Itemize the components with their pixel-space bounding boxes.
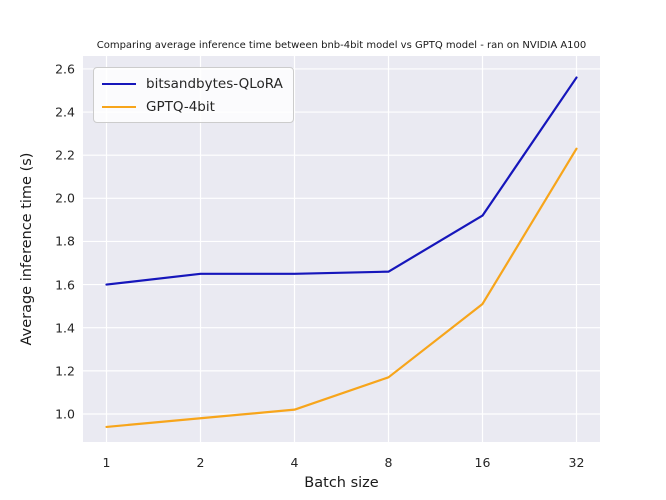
y-tick-label: 1.8 bbox=[55, 233, 75, 249]
x-tick-label: 1 bbox=[102, 455, 111, 470]
x-tick-label: 4 bbox=[290, 455, 299, 470]
y-tick-label: 1.2 bbox=[55, 363, 75, 379]
y-tick-label: 1.6 bbox=[55, 277, 75, 293]
x-tick-label: 8 bbox=[384, 455, 393, 470]
x-tick-label: 2 bbox=[196, 455, 205, 470]
y-tick-label: 2.2 bbox=[55, 147, 75, 163]
chart-title: Comparing average inference time between… bbox=[96, 40, 587, 51]
legend-item-bitsandbytes: bitsandbytes-QLoRA bbox=[102, 73, 283, 94]
x-tick-label: 32 bbox=[568, 455, 585, 470]
legend-label: GPTQ-4bit bbox=[146, 98, 215, 115]
x-axis-label: Batch size bbox=[304, 475, 379, 491]
series-line bbox=[105, 76, 578, 286]
y-tick-label: 1.0 bbox=[55, 406, 75, 422]
y-axis-label: Average inference time (s) bbox=[19, 152, 35, 346]
y-tick-label: 1.4 bbox=[55, 320, 75, 336]
series-line bbox=[105, 147, 578, 429]
legend-label: bitsandbytes-QLoRA bbox=[146, 75, 283, 92]
y-tick-label: 2.0 bbox=[55, 190, 75, 206]
legend-item-gptq: GPTQ-4bit bbox=[102, 96, 283, 117]
legend-line-swatch-blue bbox=[102, 82, 136, 85]
y-tick-label: 2.6 bbox=[55, 61, 75, 77]
legend: bitsandbytes-QLoRA GPTQ-4bit bbox=[93, 67, 294, 123]
x-tick-label: 16 bbox=[474, 455, 491, 470]
y-tick-label: 2.4 bbox=[55, 104, 75, 120]
legend-line-swatch-orange bbox=[102, 105, 136, 108]
